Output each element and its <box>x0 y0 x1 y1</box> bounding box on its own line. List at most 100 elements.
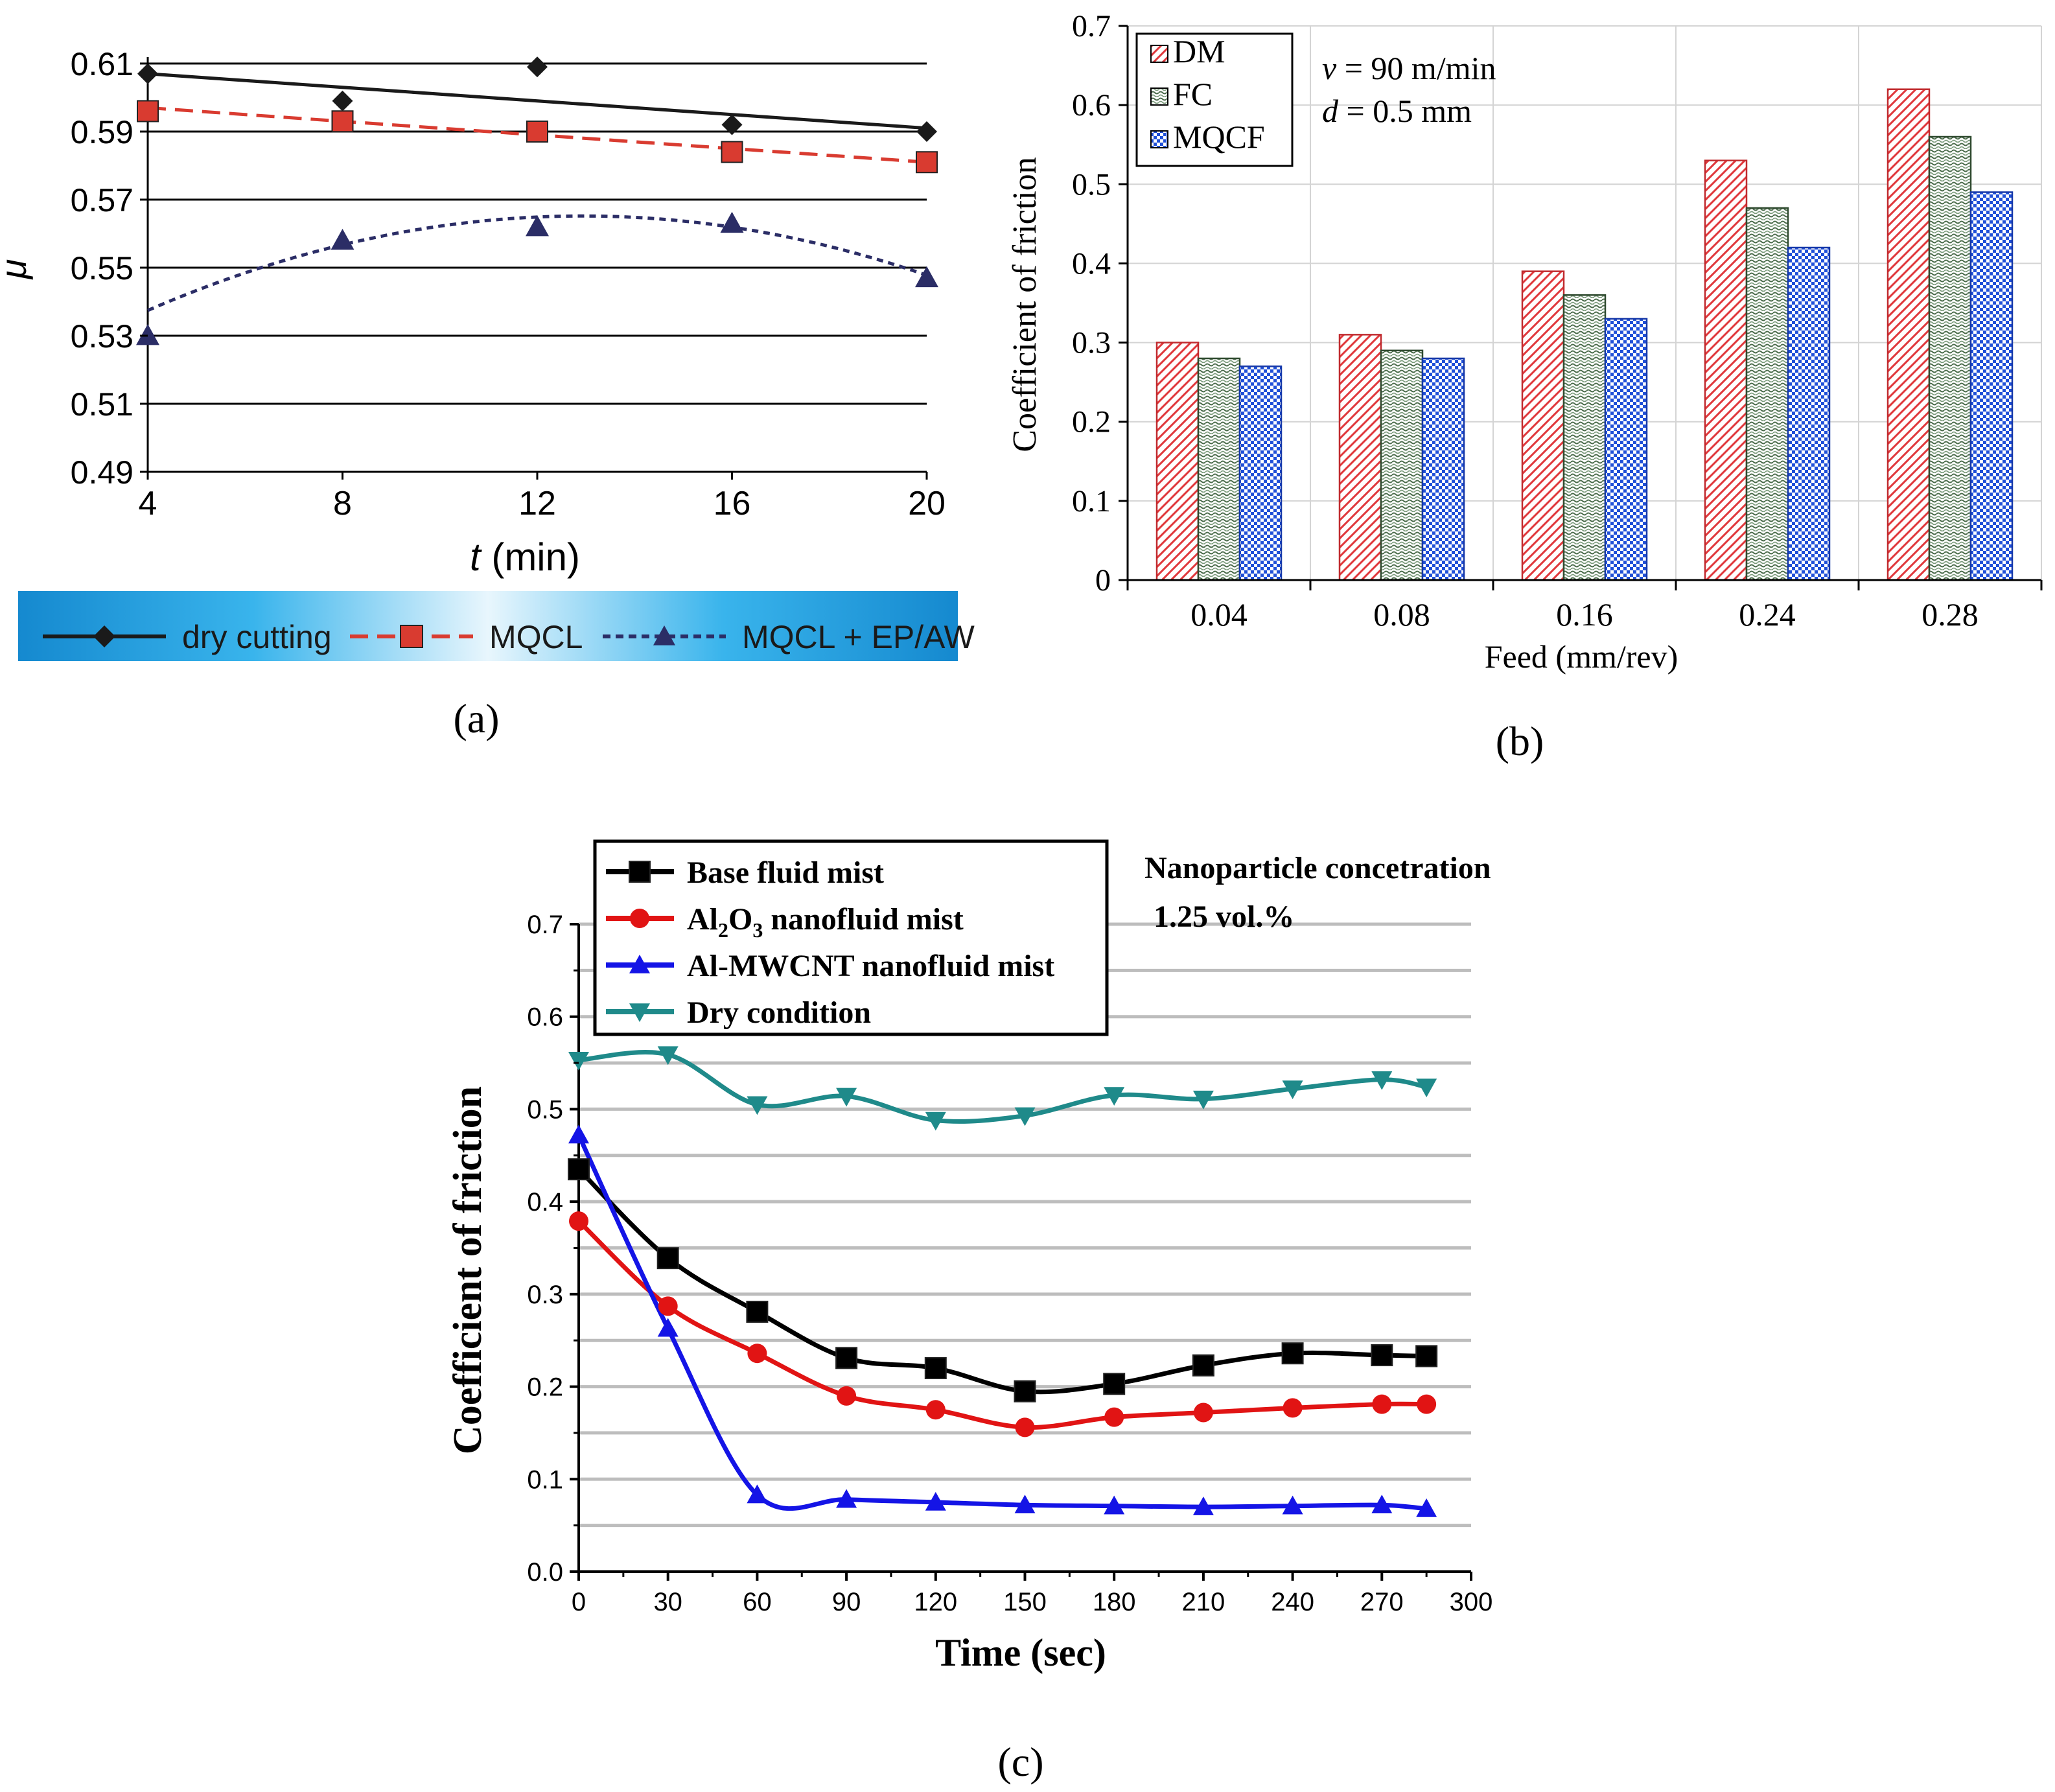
panel-c-legend-label: Al2O3 nanofluid mist <box>687 902 964 942</box>
panel-c-point-al-mwcnt-nanofluid-mist <box>747 1484 768 1504</box>
panel-b-y-tick-label: 0.3 <box>1072 326 1111 360</box>
panel-c-point-al-mwcnt-nanofluid-mist <box>1371 1495 1393 1514</box>
panel-c-point-dry-condition <box>925 1111 946 1131</box>
panel-c-x-tick-label: 30 <box>653 1588 682 1616</box>
panel-c-point-al2o3-nanofluid-mist <box>658 1296 678 1316</box>
panel-b-legend-swatch-mqcf <box>1150 130 1168 148</box>
panel-c-point-al-mwcnt-nanofluid-mist <box>1104 1495 1125 1515</box>
panel-c-y-tick-label: 0.3 <box>527 1281 563 1309</box>
panel-a-point-mqcl <box>331 110 354 133</box>
panel-b-y-tick-label: 0 <box>1095 563 1111 598</box>
panel-a-y-tick-label: 0.61 <box>71 46 134 82</box>
panel-c-point-al2o3-nanofluid-mist <box>747 1344 767 1364</box>
panel-b-annotation-speed: v = 90 m/min <box>1322 50 1496 86</box>
panel-a-x-tick-label: 20 <box>908 485 946 522</box>
panel-c-y-tick-label: 0.6 <box>527 1003 563 1032</box>
panel-b-xlabel: Feed (mm/rev) <box>1485 638 1678 675</box>
panel-c-point-al2o3-nanofluid-mist <box>1372 1394 1392 1414</box>
panel-c-line-al2o3-nanofluid-mist <box>577 1219 1427 1430</box>
panel-c-y-tick-label: 0.7 <box>527 911 563 939</box>
panel-a-point-mqcl <box>526 121 548 143</box>
panel-b-bar-mqcf <box>1421 357 1465 581</box>
panel-b-legend-label: MQCF <box>1173 119 1265 155</box>
panel-b-ylabel: Coefficient of friction <box>1006 157 1043 452</box>
panel-c-point-al-mwcnt-nanofluid-mist <box>1416 1498 1437 1517</box>
panel-c-point-al2o3-nanofluid-mist <box>925 1400 946 1420</box>
panel-a-y-tick-label: 0.57 <box>71 182 134 218</box>
panel-c-legend-label: Base fluid mist <box>687 855 884 890</box>
panel-c-point-dry-condition <box>1371 1071 1393 1090</box>
panel-c-point-dry-condition <box>836 1088 857 1107</box>
panel-a-y-tick-label: 0.59 <box>71 114 134 150</box>
panel-c-point-dry-condition <box>1104 1087 1125 1106</box>
panel-b-y-tick-label: 0.5 <box>1072 167 1111 202</box>
panel-b-bar-fc <box>1928 135 1972 581</box>
panel-a-x-tick-label: 12 <box>518 485 556 522</box>
panel-c-point-base-fluid-mist <box>1192 1354 1214 1377</box>
panel-a-xlabel-unit: (min) <box>481 535 580 579</box>
panel-a-x-tick-label: 8 <box>333 485 352 522</box>
panel-b-bar-mqcf <box>1969 191 2014 581</box>
panel-c-point-al2o3-nanofluid-mist <box>569 1211 588 1231</box>
panel-c-legend-label-part: Al-MWCNT nanofluid mist <box>687 949 1054 983</box>
panel-c-legend-label-part: nanofluid mist <box>763 902 963 937</box>
panel-b-x-tick-label: 0.08 <box>1373 596 1430 633</box>
panel-c-legend-box <box>593 839 1109 1036</box>
panel-c-point-al-mwcnt-nanofluid-mist <box>836 1489 857 1508</box>
panel-b-bar-fc <box>1745 207 1789 581</box>
panel-b-y-tick-label: 0.1 <box>1072 484 1111 518</box>
panel-b-bar-dm <box>1704 159 1748 581</box>
panel-b-bar-mqcf <box>1787 246 1831 581</box>
panel-c-point-al-mwcnt-nanofluid-mist <box>1192 1496 1214 1515</box>
panel-b-bar-dm <box>1155 342 1200 581</box>
panel-a-x-tick-label: 16 <box>714 485 751 522</box>
panel-c-y-tick-label: 0.4 <box>527 1188 563 1216</box>
panel-b-y-tick-label: 0.4 <box>1072 246 1111 281</box>
panel-c-legend-label-part: O <box>728 902 752 937</box>
panel-a-y-tick-label: 0.51 <box>71 386 134 423</box>
panel-c-y-tick-label: 0.5 <box>527 1095 563 1124</box>
panel-c-point-dry-condition <box>568 1051 589 1071</box>
panel-c-point-al-mwcnt-nanofluid-mist <box>1282 1495 1303 1515</box>
panel-a-point-mqcl-ep-aw <box>526 215 549 237</box>
panel-b-label: (b) <box>1496 718 1544 764</box>
panel-a-point-mqcl <box>137 100 159 122</box>
panel-c-point-base-fluid-mist <box>656 1247 679 1270</box>
panel-c-point-al2o3-nanofluid-mist <box>1283 1398 1303 1418</box>
panel-c-x-tick-label: 90 <box>832 1588 861 1616</box>
panel-c-x-tick-label: 180 <box>1093 1588 1136 1616</box>
panel-c-point-al-mwcnt-nanofluid-mist <box>1014 1495 1036 1514</box>
panel-b-bar-fc <box>1562 294 1607 581</box>
panel-b-y-tick-label: 0.7 <box>1072 9 1111 43</box>
panel-a-xlabel: t (min) <box>470 535 580 579</box>
panel-a-point-dry-cutting <box>137 63 158 84</box>
panel-b-bar-dm <box>1521 270 1565 581</box>
panel-c-point-dry-condition <box>1192 1090 1214 1110</box>
panel-a-legend-label: MQCL + EP/AW <box>742 619 975 655</box>
panel-b-x-tick-label: 0.28 <box>1921 596 1979 633</box>
panel-c-chart: 0 30 60 90 120 150 180 210 240 270 300 0.0 0.1 0.2 0.… <box>446 839 1493 1785</box>
panel-c-point-dry-condition <box>1282 1080 1303 1100</box>
panel-c-x-tick-label: 120 <box>914 1588 957 1616</box>
panel-c-x-tick-label: 300 <box>1450 1588 1493 1616</box>
panel-a-point-dry-cutting <box>332 90 353 111</box>
panel-c-point-base-fluid-mist <box>1371 1344 1393 1367</box>
panel-c-point-al2o3-nanofluid-mist <box>1417 1394 1437 1414</box>
panel-c-point-dry-condition <box>1416 1078 1437 1098</box>
panel-c-point-al2o3-nanofluid-mist <box>837 1386 857 1406</box>
panel-b-legend-swatch-dm <box>1150 45 1168 63</box>
panel-b-bar-fc <box>1197 357 1241 581</box>
panel-c-legend-label-part: 2 <box>718 918 728 942</box>
panel-c-legend-marker-base-fluid-mist <box>629 861 651 883</box>
panel-c-xlabel: Time (sec) <box>935 1631 1106 1674</box>
panel-c-legend-label-part: Dry condition <box>687 995 871 1030</box>
panel-a-legend-marker-mqcl-ep-aw <box>653 625 675 646</box>
panel-a-point-mqcl-ep-aw <box>720 211 744 233</box>
panel-c-x-tick-label: 270 <box>1360 1588 1404 1616</box>
panel-b-x-tick-label: 0.16 <box>1556 596 1613 633</box>
panel-c-point-dry-condition <box>1014 1107 1036 1126</box>
panel-c-point-base-fluid-mist <box>1281 1342 1304 1365</box>
panel-a-point-dry-cutting <box>916 121 937 142</box>
